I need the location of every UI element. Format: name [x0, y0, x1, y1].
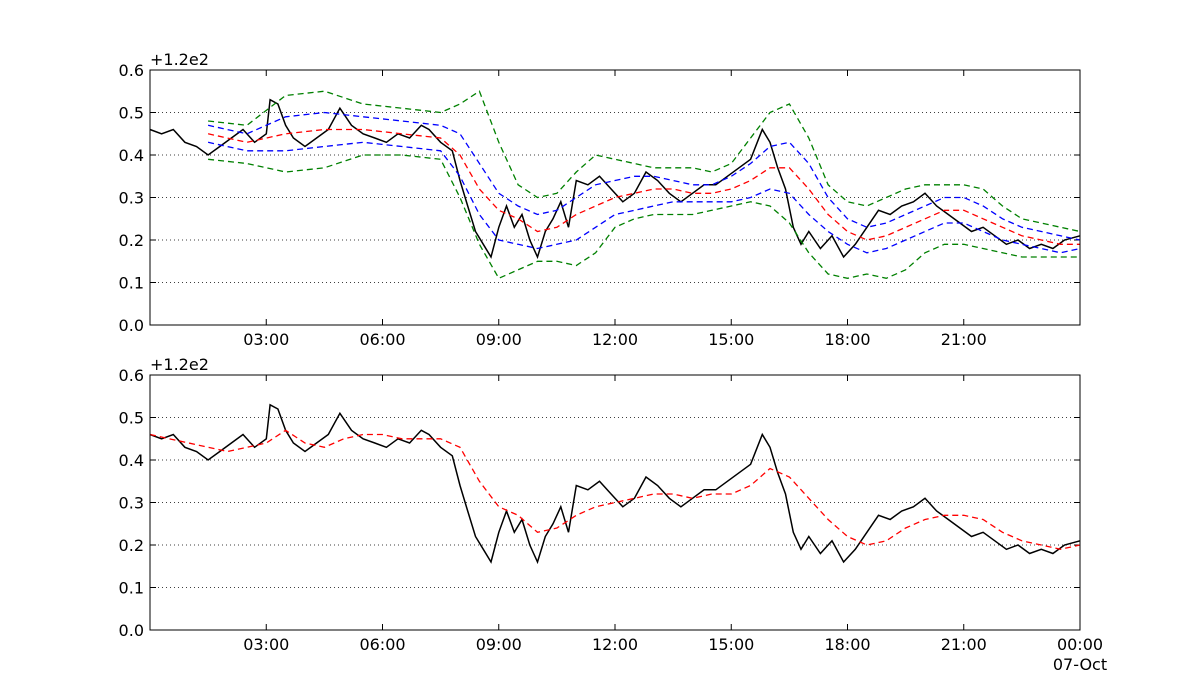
y-tick-label: 0.3	[119, 494, 144, 513]
series-line-0	[149, 98, 1081, 260]
x-tick-label: 15:00	[708, 330, 754, 349]
x-tick-label: 18:00	[824, 635, 870, 654]
y-offset-label: +1.2e2	[150, 50, 209, 69]
series-line-3	[207, 141, 1081, 254]
y-tick-label: 0.4	[119, 451, 144, 470]
x-tick-label: 15:00	[708, 635, 754, 654]
series-line-1	[149, 429, 1081, 550]
series-line-1	[207, 128, 1080, 245]
y-tick-label: 0.6	[119, 366, 144, 385]
y-tick-label: 0.1	[119, 579, 144, 598]
series-line-5	[208, 154, 1080, 280]
y-tick-label: 0.6	[119, 61, 144, 80]
x-tick-label: 21:00	[941, 330, 987, 349]
y-offset-label: +1.2e2	[150, 355, 209, 374]
x-tick-label: 12:00	[592, 635, 638, 654]
x-tick-label: 03:00	[243, 635, 289, 654]
y-tick-label: 0.2	[119, 536, 144, 555]
y-tick-label: 0.1	[119, 274, 144, 293]
x-tick-label: 09:00	[476, 330, 522, 349]
series-line-0	[149, 403, 1081, 565]
y-tick-label: 0.2	[119, 231, 144, 250]
x-tick-label: 12:00	[592, 330, 638, 349]
top-chart: 0.0 0.1 0.2 0.3 0.4 0.5 0.6 03:00 06:00 09:00 12:0…	[119, 50, 1081, 349]
x-tick-label: 18:00	[824, 330, 870, 349]
y-tick-label: 0.4	[119, 146, 144, 165]
x-tick-label: 21:00	[941, 635, 987, 654]
y-tick-label: 0.5	[119, 409, 144, 428]
x-tick-label: 09:00	[476, 635, 522, 654]
y-tick-label: 0.3	[119, 189, 144, 208]
axes-frame	[149, 69, 1081, 326]
x-date-label: 07-Oct	[1053, 655, 1107, 674]
y-tick-label: 0.5	[119, 104, 144, 123]
y-tick-label: 0.0	[119, 316, 144, 335]
x-tick-label: 03:00	[243, 330, 289, 349]
x-tick-label: 00:00	[1057, 635, 1103, 654]
x-tick-label: 06:00	[359, 330, 405, 349]
x-tick-label: 06:00	[359, 635, 405, 654]
bottom-chart: 0.0 0.1 0.2 0.3 0.4 0.5 0.6 03:00 06:00 09:00 12:0…	[119, 355, 1108, 674]
y-tick-label: 0.0	[119, 621, 144, 640]
axes-frame	[149, 374, 1081, 631]
series-line-4	[208, 90, 1081, 233]
